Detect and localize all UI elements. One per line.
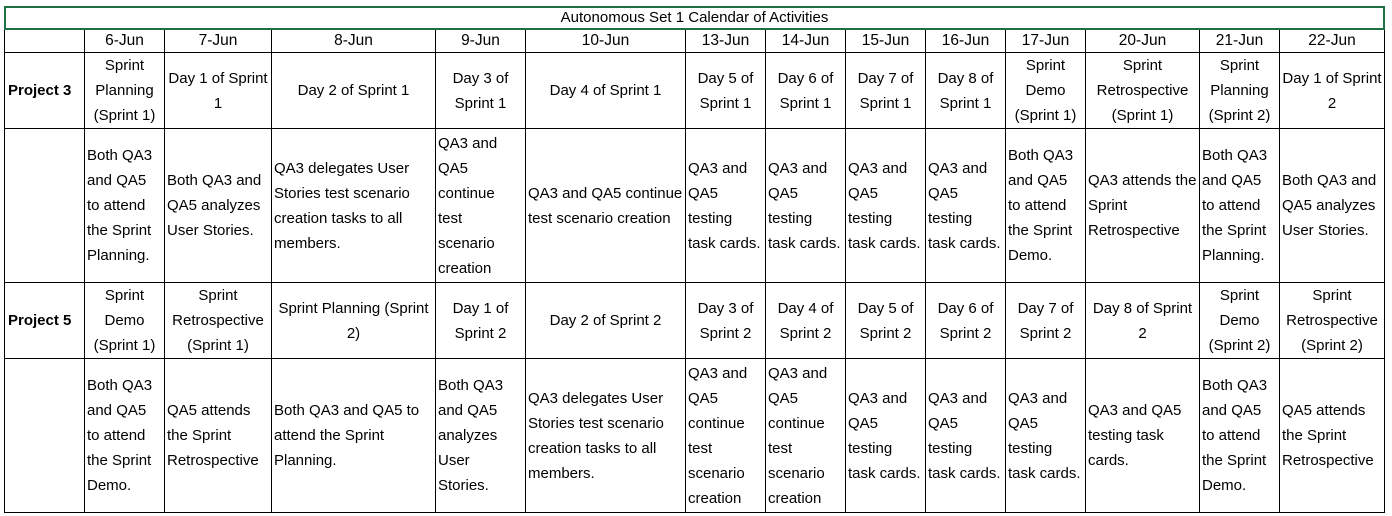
date-header-16-jun[interactable]: 16-Jun <box>925 29 1006 53</box>
sprint-day-cell[interactable]: Day 2 of Sprint 2 <box>525 282 686 359</box>
date-header-22-jun[interactable]: 22-Jun <box>1279 29 1385 53</box>
sprint-day-cell[interactable]: Day 4 of Sprint 2 <box>765 282 846 359</box>
sprint-day-cell[interactable]: Sprint Planning (Sprint 2) <box>271 282 436 359</box>
sprint-day-cell[interactable]: Sprint Retrospective (Sprint 2) <box>1279 282 1385 359</box>
date-header-9-jun[interactable]: 9-Jun <box>435 29 526 53</box>
task-cell[interactable]: QA3 and QA5 continue test scenario creat… <box>525 128 686 283</box>
task-cell[interactable]: Both QA3 and QA5 analyzes User Stories. <box>435 358 526 513</box>
task-cell[interactable]: Both QA3 and QA5 to attend the Sprint De… <box>1199 358 1280 513</box>
date-header-20-jun[interactable]: 20-Jun <box>1085 29 1200 53</box>
sprint-day-cell[interactable]: Day 1 of Sprint 2 <box>435 282 526 359</box>
task-cell[interactable]: Both QA3 and QA5 to attend the Sprint Pl… <box>271 358 436 513</box>
sprint-day-cell[interactable]: Day 8 of Sprint 1 <box>925 52 1006 129</box>
date-header-10-jun[interactable]: 10-Jun <box>525 29 686 53</box>
sprint-day-cell[interactable]: Sprint Demo (Sprint 1) <box>1005 52 1086 129</box>
task-cell[interactable]: QA3 and QA5 testing task cards. <box>925 128 1006 283</box>
sprint-day-cell[interactable]: Day 5 of Sprint 1 <box>685 52 766 129</box>
sprint-day-cell[interactable]: Day 5 of Sprint 2 <box>845 282 926 359</box>
sprint-day-cell[interactable]: Sprint Retrospective (Sprint 1) <box>164 282 272 359</box>
task-cell[interactable]: QA3 delegates User Stories test scenario… <box>525 358 686 513</box>
task-cell[interactable]: QA3 and QA5 continue test scenario creat… <box>765 358 846 513</box>
date-header-row: 6-Jun 7-Jun 8-Jun 9-Jun 10-Jun 13-Jun 14-Jun 15… <box>4 29 1385 53</box>
task-cell[interactable]: QA5 attends the Sprint Retrospective <box>1279 358 1385 513</box>
task-cell[interactable]: QA3 and QA5 testing task cards. <box>765 128 846 283</box>
date-header-6-jun[interactable]: 6-Jun <box>84 29 165 53</box>
date-header-7-jun[interactable]: 7-Jun <box>164 29 272 53</box>
task-cell[interactable]: Both QA3 and QA5 to attend the Sprint De… <box>1005 128 1086 283</box>
sprint-day-cell[interactable]: Day 1 of Sprint 1 <box>164 52 272 129</box>
date-header-15-jun[interactable]: 15-Jun <box>845 29 926 53</box>
task-row: Both QA3 and QA5 to attend the Sprint De… <box>4 358 1385 513</box>
sprint-day-cell[interactable]: Sprint Retrospective (Sprint 1) <box>1085 52 1200 129</box>
sprint-day-cell[interactable]: Sprint Planning (Sprint 1) <box>84 52 165 129</box>
task-cell[interactable]: QA3 and QA5 testing task cards. <box>845 128 926 283</box>
sprint-day-cell[interactable]: Sprint Planning (Sprint 2) <box>1199 52 1280 129</box>
task-cell[interactable]: QA3 delegates User Stories test scenario… <box>271 128 436 283</box>
date-header-14-jun[interactable]: 14-Jun <box>765 29 846 53</box>
date-header-21-jun[interactable]: 21-Jun <box>1199 29 1280 53</box>
sprint-day-cell[interactable]: Day 2 of Sprint 1 <box>271 52 436 129</box>
task-cell[interactable]: QA3 and QA5 continue test scenario creat… <box>685 358 766 513</box>
task-cell[interactable]: QA3 and QA5 testing task cards. <box>925 358 1006 513</box>
task-cell[interactable]: Both QA3 and QA5 analyzes User Stories. <box>164 128 272 283</box>
task-row: Both QA3 and QA5 to attend the Sprint Pl… <box>4 128 1385 283</box>
sprint-day-cell[interactable]: Sprint Demo (Sprint 1) <box>84 282 165 359</box>
empty-label-cell[interactable] <box>4 128 85 283</box>
corner-cell[interactable] <box>4 29 85 53</box>
task-cell[interactable]: QA3 and QA5 testing task cards. <box>685 128 766 283</box>
task-cell[interactable]: QA3 and QA5 testing task cards. <box>845 358 926 513</box>
project-label[interactable]: Project 3 <box>4 52 85 129</box>
task-cell[interactable]: QA3 and QA5 continue test scenario creat… <box>435 128 526 283</box>
sprint-day-cell[interactable]: Day 3 of Sprint 1 <box>435 52 526 129</box>
date-header-17-jun[interactable]: 17-Jun <box>1005 29 1086 53</box>
sprint-day-cell[interactable]: Day 6 of Sprint 2 <box>925 282 1006 359</box>
date-header-8-jun[interactable]: 8-Jun <box>271 29 436 53</box>
task-cell[interactable]: QA3 and QA5 testing task cards. <box>1085 358 1200 513</box>
sprint-day-cell[interactable]: Day 1 of Sprint 2 <box>1279 52 1385 129</box>
task-cell[interactable]: QA3 and QA5 testing task cards. <box>1005 358 1086 513</box>
empty-label-cell[interactable] <box>4 358 85 513</box>
sprint-day-cell[interactable]: Day 8 of Sprint 2 <box>1085 282 1200 359</box>
sprint-day-cell[interactable]: Day 3 of Sprint 2 <box>685 282 766 359</box>
sprint-day-cell[interactable]: Day 7 of Sprint 2 <box>1005 282 1086 359</box>
task-cell[interactable]: Both QA3 and QA5 analyzes User Stories. <box>1279 128 1385 283</box>
sprint-day-cell[interactable]: Day 4 of Sprint 1 <box>525 52 686 129</box>
task-cell[interactable]: Both QA3 and QA5 to attend the Sprint Pl… <box>84 128 165 283</box>
calendar-title[interactable]: Autonomous Set 1 Calendar of Activities <box>4 6 1385 30</box>
project-row: Project 5 Sprint Demo (Sprint 1) Sprint Re… <box>4 282 1385 359</box>
sprint-day-cell[interactable]: Day 6 of Sprint 1 <box>765 52 846 129</box>
date-header-13-jun[interactable]: 13-Jun <box>685 29 766 53</box>
task-cell[interactable]: QA5 attends the Sprint Retrospective <box>164 358 272 513</box>
task-cell[interactable]: Both QA3 and QA5 to attend the Sprint Pl… <box>1199 128 1280 283</box>
activity-calendar-table: Autonomous Set 1 Calendar of Activities … <box>4 6 1385 513</box>
task-cell[interactable]: Both QA3 and QA5 to attend the Sprint De… <box>84 358 165 513</box>
sprint-day-cell[interactable]: Sprint Demo (Sprint 2) <box>1199 282 1280 359</box>
task-cell[interactable]: QA3 attends the Sprint Retrospective <box>1085 128 1200 283</box>
sprint-day-cell[interactable]: Day 7 of Sprint 1 <box>845 52 926 129</box>
project-label[interactable]: Project 5 <box>4 282 85 359</box>
project-row: Project 3 Sprint Planning (Sprint 1) Day 1… <box>4 52 1385 129</box>
